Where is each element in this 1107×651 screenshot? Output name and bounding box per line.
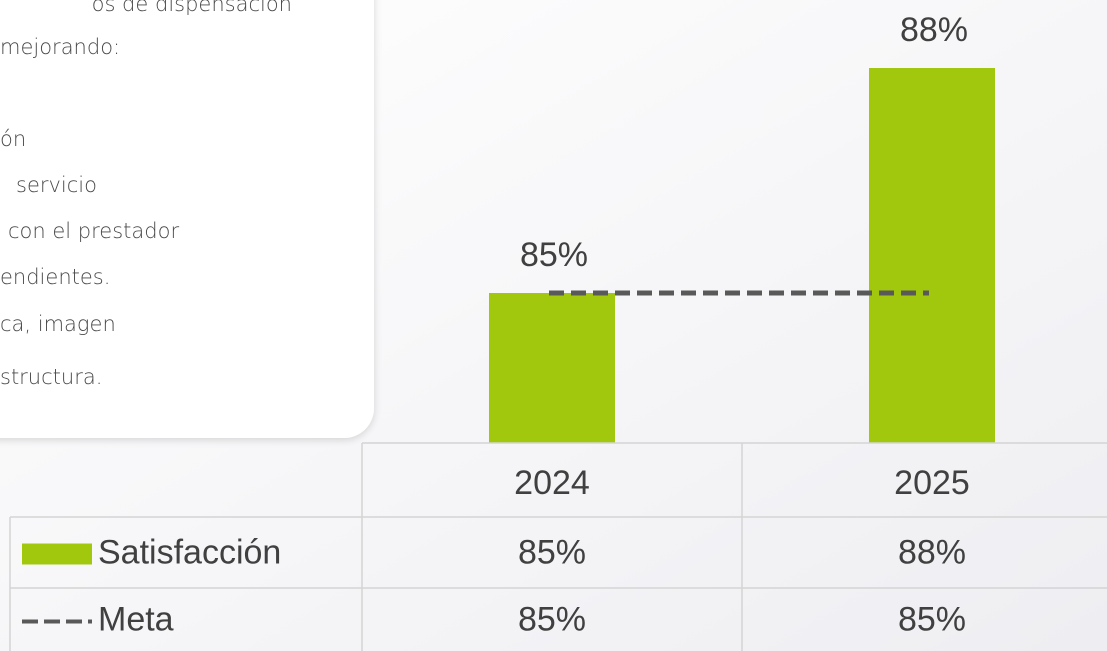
legend-label: Meta xyxy=(98,600,174,638)
bar xyxy=(869,68,995,443)
note-line: ca, imagen xyxy=(0,312,116,336)
plot: 85% 88% 2024 2025 Satisfacción 85% 88% Meta 85% 8… xyxy=(9,11,1107,651)
data-label: 85% xyxy=(520,236,588,274)
bar xyxy=(489,293,615,443)
data-label: 88% xyxy=(900,11,968,49)
note-card xyxy=(0,0,374,438)
note-line: servicio xyxy=(16,173,97,197)
table-value: 85% xyxy=(518,533,586,571)
note-line: ón xyxy=(0,127,26,151)
x-tick-label: 2025 xyxy=(894,464,970,502)
note-line: os de dispensación xyxy=(92,0,292,16)
legend-key xyxy=(22,543,92,565)
note-line: structura. xyxy=(0,365,102,389)
legend-label: Satisfacción xyxy=(98,533,281,571)
note-line: con el prestador xyxy=(8,219,179,243)
table-value: 85% xyxy=(898,600,966,638)
note-line: mejorando: xyxy=(0,35,120,59)
note-line: endientes. xyxy=(0,265,110,289)
x-tick-label: 2024 xyxy=(514,464,590,502)
table-value: 88% xyxy=(898,533,966,571)
side-note: os de dispensación mejorando: ón servicio co… xyxy=(0,0,292,389)
table-value: 85% xyxy=(518,600,586,638)
